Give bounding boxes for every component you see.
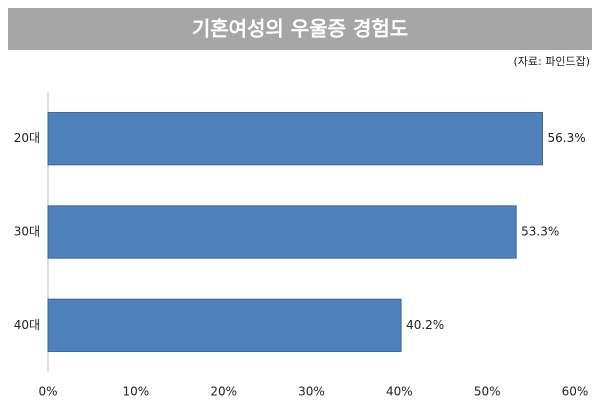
- source: (자료: 파인드잡): [513, 55, 590, 68]
- x-tick-label: 30%: [298, 385, 325, 399]
- x-tick-label: 10%: [122, 385, 149, 399]
- y-tick-label: 20대: [14, 131, 40, 145]
- bar: [47, 298, 402, 352]
- x-tick-label: 0%: [38, 385, 57, 399]
- value-label: 53.3%: [521, 225, 559, 239]
- x-tick-label: 20%: [210, 385, 237, 399]
- bar: [47, 112, 544, 166]
- x-tick-label: 50%: [474, 385, 501, 399]
- value-label: 56.3%: [548, 131, 586, 145]
- bar: [47, 205, 517, 259]
- x-tick-label: 40%: [386, 385, 413, 399]
- title-banner: [8, 8, 592, 50]
- y-tick-label: 30대: [14, 225, 40, 239]
- chart-title: 기혼여성의 우울증 경험도: [192, 17, 408, 41]
- x-tick-label: 60%: [562, 385, 589, 399]
- y-tick-label: 40대: [14, 318, 40, 332]
- value-label: 40.2%: [406, 318, 444, 332]
